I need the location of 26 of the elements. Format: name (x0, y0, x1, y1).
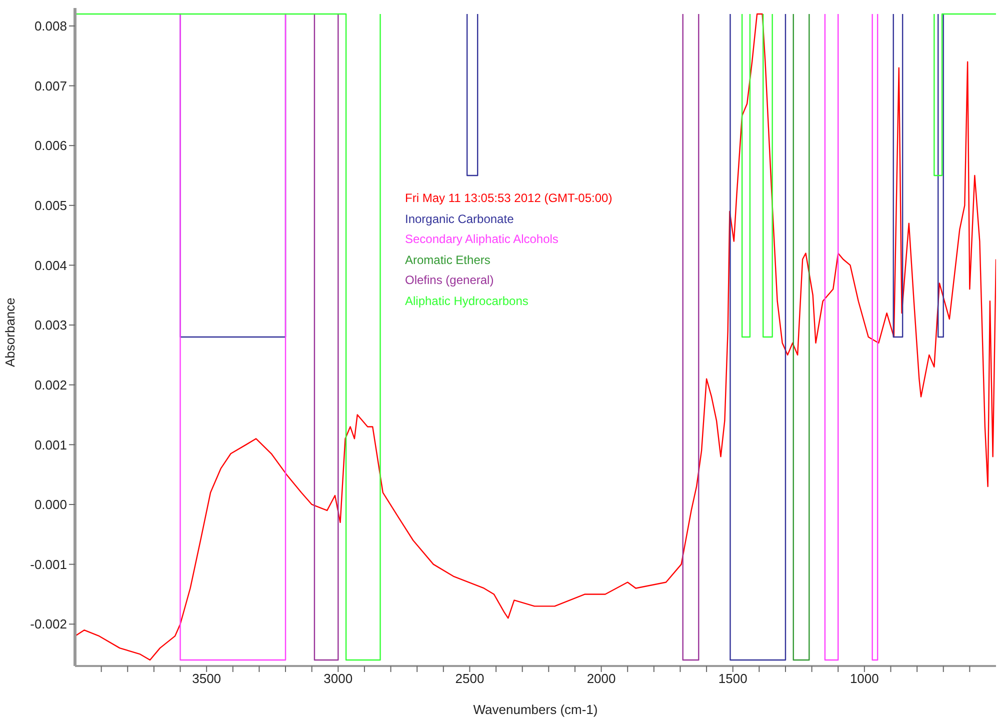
y-tick-label: 0.002 (34, 377, 67, 392)
line-series (75, 13, 996, 661)
text: Inorganic Carbonate (405, 210, 515, 228)
y-axis-title: Absorbance (2, 298, 18, 367)
x-axis-title: Wavenumbers (cm-1) (473, 702, 598, 717)
y-tick-label: 0.001 (34, 437, 67, 452)
y-tick-label: 0.000 (34, 497, 67, 512)
text: Aromatic Ethers (405, 252, 492, 268)
x-tick-label: 2000 (586, 671, 616, 686)
y-tick-label: 0.008 (34, 18, 67, 34)
y-tick-label: 0.004 (34, 258, 67, 273)
y-tick-label: 0.007 (34, 78, 67, 94)
text: Secondary Aliphatic Alcohols (405, 231, 560, 248)
x-tick-label: 1000 (850, 671, 879, 686)
y-tick-label: 0.003 (34, 318, 67, 333)
y-tick-label: 0.005 (34, 198, 67, 214)
x-tick-label: 2500 (455, 671, 484, 686)
x-tick-label: 1500 (718, 671, 748, 686)
text: Olefins (general) (405, 272, 495, 289)
y-tick-label: -0.002 (30, 616, 67, 632)
y-tick-label: -0.001 (30, 556, 67, 572)
x-tick-label: 3000 (324, 671, 353, 686)
text: Fri May 11 13:05:53 2012 (GMT-05:00) (405, 190, 612, 207)
text: Aliphatic Hydrocarbons (405, 292, 530, 310)
x-tick-label: 3500 (192, 671, 222, 686)
y-tick-label: 0.006 (34, 138, 67, 154)
